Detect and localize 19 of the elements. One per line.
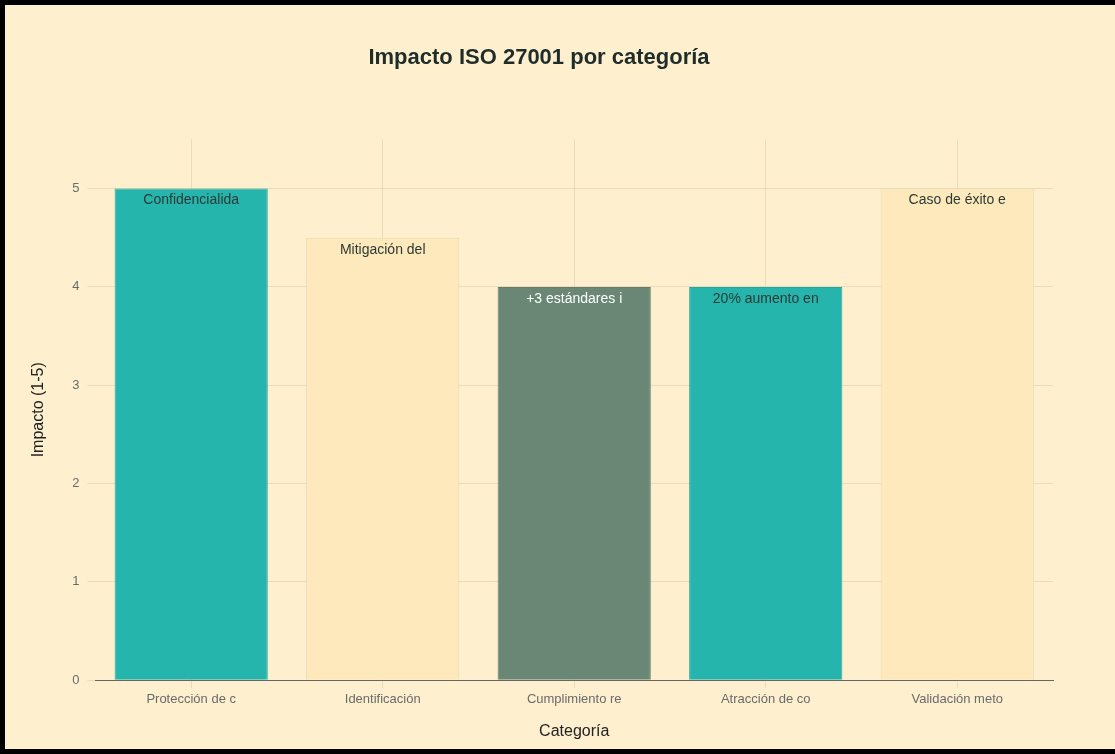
y-tick-label: 5 [72,180,80,196]
annotation: Confidencialida [143,191,240,208]
x-tick-label: Validación meto [911,690,1004,706]
x-axis-title: Categoría [539,721,610,739]
annotation: Caso de éxito e [908,191,1007,208]
x-tick-label: Identificación [344,690,421,706]
chart-title: Impacto ISO 27001 por categoría [368,44,711,70]
y-tick-label: 3 [72,376,80,392]
x-tick-label: Cumplimiento re [526,690,622,706]
y-tick-label: 0 [72,671,80,687]
y-tick-label: 2 [72,475,80,491]
annotation: 20% aumento en [712,289,819,306]
x-tick-label: Protección de c [146,690,237,706]
annotation: +3 estándares i [526,289,623,306]
y-axis-title: Impacto (1-5) [29,362,47,458]
annotation: Mitigación del [339,240,426,257]
y-tick-label: 4 [72,278,80,294]
y-tick-label: 1 [72,573,80,589]
x-tick-label: Atracción de co [720,690,811,706]
